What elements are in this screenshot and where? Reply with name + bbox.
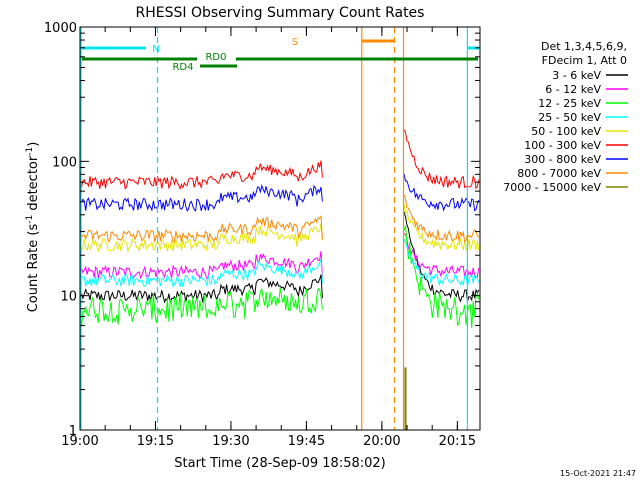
legend-label-2: 12 - 25 keV: [538, 97, 601, 110]
legend-label-7: 800 - 7000 keV: [517, 167, 601, 180]
x-tick-label-4: 20:00: [363, 434, 400, 449]
series-line-0-after: [403, 211, 480, 303]
series-line-3-before: [81, 258, 323, 288]
x-tick-label-5: 20:15: [439, 434, 476, 449]
y-tick-label-1: 10: [60, 290, 77, 305]
x-tick-label-0: 19:00: [61, 434, 98, 449]
series-line-5-after: [403, 129, 480, 190]
annotation-label-4: RD4: [172, 62, 193, 73]
chart-title: RHESSI Observing Summary Count Rates: [136, 5, 425, 21]
plot-area: NNSRD0RD4110100100019:0019:1519:3019:452…: [44, 21, 628, 449]
series-line-1-before: [81, 251, 323, 280]
legend-header-line-2: FDecim 1, Att 0: [542, 54, 627, 67]
series-line-7-after: [403, 194, 480, 243]
series-line-2-before: [81, 287, 323, 328]
series-line-2-after: [403, 225, 480, 329]
y-tick-label-3: 1000: [44, 21, 77, 36]
legend-header-line-1: Det 1,3,4,5,6,9,: [541, 40, 627, 53]
legend-label-1: 6 - 12 keV: [545, 83, 601, 96]
y-tick-label-0: 1: [69, 424, 77, 439]
legend-label-6: 300 - 800 keV: [524, 153, 601, 166]
series-line-5-before: [81, 160, 323, 191]
series-line-4-before: [81, 223, 323, 253]
annotation-label-2: S: [292, 37, 298, 48]
series-group: [81, 129, 480, 430]
annotation-label-3: RD0: [205, 52, 226, 63]
plot-frame: [79, 26, 481, 431]
x-tick-label-2: 19:30: [212, 434, 249, 449]
annotation-label-0: N: [152, 44, 159, 55]
series-line-7-before: [81, 214, 323, 243]
series-line-6-after: [403, 173, 480, 212]
legend-label-5: 100 - 300 keV: [524, 139, 601, 152]
legend-label-4: 50 - 100 keV: [531, 125, 601, 138]
legend-label-3: 25 - 50 keV: [538, 111, 601, 124]
y-axis-label: Count Rate (s-1 detector-1): [25, 142, 41, 313]
series-line-6-before: [81, 183, 323, 212]
footer-timestamp: 15-Oct-2021 21:47: [560, 469, 636, 478]
x-axis-label: Start Time (28-Sep-09 18:58:02): [174, 456, 385, 471]
series-line-1-after: [403, 232, 480, 279]
series-line-4-after: [403, 204, 480, 252]
x-tick-label-3: 19:45: [288, 434, 325, 449]
series-line-3-after: [403, 238, 480, 287]
legend-label-8: 7000 - 15000 keV: [503, 181, 601, 194]
y-tick-label-2: 100: [52, 155, 77, 170]
legend-label-0: 3 - 6 keV: [552, 69, 601, 82]
series-line-8: [404, 367, 407, 430]
x-tick-label-1: 19:15: [137, 434, 174, 449]
series-line-0-before: [81, 274, 323, 304]
